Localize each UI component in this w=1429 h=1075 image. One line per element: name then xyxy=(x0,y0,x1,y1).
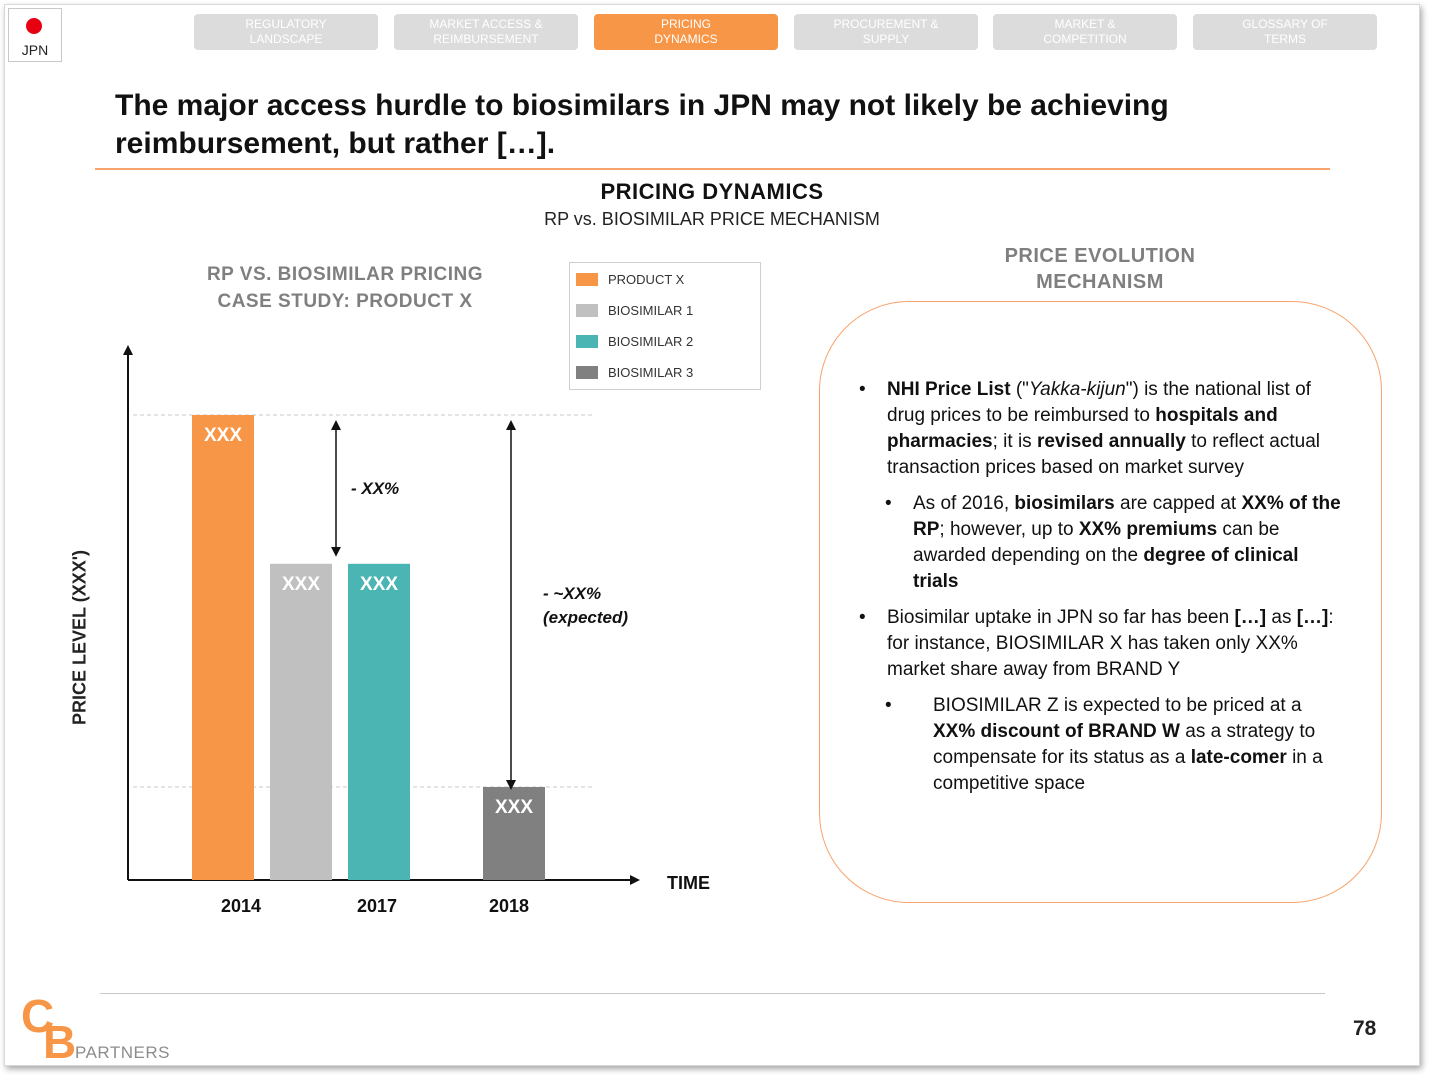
text-run: ; it is xyxy=(992,431,1037,452)
tab-procurement-supply[interactable]: PROCUREMENT & SUPPLY xyxy=(794,14,978,50)
chart-legend: PRODUCT X BIOSIMILAR 1 BIOSIMILAR 2 BIOS… xyxy=(569,262,761,390)
tab-regulatory-landscape[interactable]: REGULATORY LANDSCAPE xyxy=(194,14,378,50)
x-axis-label: TIME xyxy=(667,873,710,893)
text-run: NHI Price List xyxy=(887,379,1011,400)
section-title: PRICING DYNAMICS xyxy=(600,179,824,204)
annotation-2018-line2: (expected) xyxy=(543,608,628,627)
legend-label: PRODUCT X xyxy=(608,271,685,287)
tab-glossary-of-terms[interactable]: GLOSSARY OF TERMS xyxy=(1193,14,1377,50)
text-run: ; however, up to xyxy=(939,519,1079,540)
footer-divider xyxy=(100,993,1325,994)
headline: The major access hurdle to biosimilars i… xyxy=(115,89,1169,160)
text-run: XX% of the RP xyxy=(913,493,1341,540)
text-run: XX% premiums xyxy=(1078,519,1218,540)
text-run: ") is the national list of drug prices t… xyxy=(887,379,1311,426)
japan-flag-icon xyxy=(26,18,42,34)
bullet-biosimilar-cap: As of 2016, biosimilars are capped at XX… xyxy=(857,491,1347,595)
price-evolution-title: PRICE EVOLUTION MECHANISM xyxy=(945,243,1255,295)
bullet-nhi-price-list: NHI Price List ("Yakka-kijun") is the na… xyxy=(857,377,1347,481)
bullet-biosimilar-uptake: Biosimilar uptake in JPN so far has been… xyxy=(857,605,1347,683)
country-flag: JPN xyxy=(8,8,62,62)
x-tick-label: 2018 xyxy=(489,896,529,916)
bar-label-biosimilar-3: XXX xyxy=(495,797,533,818)
text-run: (" xyxy=(1010,379,1029,400)
price-evolution-title-line1: PRICE EVOLUTION xyxy=(1004,245,1196,267)
page-number: 78 xyxy=(1353,1017,1377,1040)
legend-item-biosimilar-1: BIOSIMILAR 1 xyxy=(576,300,693,320)
tab-market-access-reimbursement[interactable]: MARKET ACCESS & REIMBURSEMENT xyxy=(394,14,578,50)
x-tick-label: 2017 xyxy=(357,896,397,916)
text-run: hospitals and pharmacies xyxy=(887,405,1278,452)
case-study-title-line2: CASE STUDY: PRODUCT X xyxy=(217,291,473,312)
legend-label: BIOSIMILAR 3 xyxy=(608,364,694,380)
legend-label: BIOSIMILAR 1 xyxy=(608,302,694,318)
logo-letter-b: B xyxy=(43,1016,77,1068)
annotation-2018-line1: - ~XX% xyxy=(543,584,601,603)
bar-label-biosimilar-1: XXX xyxy=(282,574,320,595)
legend-swatch xyxy=(576,334,598,348)
price-evolution-text: NHI Price List ("Yakka-kijun") is the na… xyxy=(857,377,1347,807)
bullet-biosimilar-z: BIOSIMILAR Z is expected to be priced at… xyxy=(857,693,1347,797)
bar-biosimilar-2 xyxy=(348,563,410,880)
bar-biosimilar-1 xyxy=(270,563,332,880)
text-run: in a competitive space xyxy=(933,747,1323,794)
bar-label-biosimilar-2: XXX xyxy=(360,574,398,595)
text-run: Biosimilar uptake in JPN so far has been xyxy=(887,607,1235,628)
legend-swatch xyxy=(576,365,598,379)
text-run: biosimilars xyxy=(1014,493,1115,514)
logo-text: PARTNERS xyxy=(75,1043,171,1062)
text-run: as xyxy=(1266,607,1297,628)
country-code: JPN xyxy=(21,42,49,58)
legend-item-product-x: PRODUCT X xyxy=(576,269,684,289)
text-run: […] xyxy=(1296,607,1329,628)
legend-swatch xyxy=(576,303,598,317)
text-run: late-comer xyxy=(1190,747,1287,768)
text-run: : for instance, BIOSIMILAR X has taken o… xyxy=(887,607,1334,680)
bar-product-x xyxy=(192,415,254,880)
tab-pricing-dynamics[interactable]: PRICING DYNAMICS xyxy=(594,14,778,50)
slide: JPN REGULATORY LANDSCAPE MARKET ACCESS &… xyxy=(4,4,1420,1068)
legend-label: BIOSIMILAR 2 xyxy=(608,333,694,349)
text-run: degree of clinical trials xyxy=(913,545,1299,592)
price-evolution-title-line2: MECHANISM xyxy=(1036,271,1164,293)
annotation-2017: - XX% xyxy=(351,479,399,498)
legend-item-biosimilar-2: BIOSIMILAR 2 xyxy=(576,331,693,351)
case-study-title: RP VS. BIOSIMILAR PRICING CASE STUDY: PR… xyxy=(155,261,535,315)
bar-chart: XXX XXX XXX XXX 2014 2017 2018 - XX% - ~XX% (expe… xyxy=(123,345,640,916)
text-run: can be awarded depending on the xyxy=(913,519,1280,566)
bar-label-product-x: XXX xyxy=(204,425,242,446)
price-evolution-box xyxy=(819,301,1382,903)
headline-divider xyxy=(95,168,1330,170)
text-run: to reflect actual transaction prices bas… xyxy=(887,431,1320,478)
legend-item-biosimilar-3: BIOSIMILAR 3 xyxy=(576,362,693,382)
logo-letter-c: C xyxy=(21,990,55,1042)
text-run: BIOSIMILAR Z is expected to be priced at… xyxy=(933,695,1302,716)
text-run: XX% discount of BRAND W xyxy=(933,721,1180,742)
legend-swatch xyxy=(576,272,598,286)
tab-market-competition[interactable]: MARKET & COMPETITION xyxy=(993,14,1177,50)
text-run: as a strategy to compensate for its stat… xyxy=(933,721,1316,768)
text-run: are capped at xyxy=(1114,493,1242,514)
case-study-title-line1: RP VS. BIOSIMILAR PRICING xyxy=(206,264,484,285)
text-run: As of 2016, xyxy=(913,493,1015,514)
section-subtitle: RP vs. BIOSIMILAR PRICE MECHANISM xyxy=(544,209,880,229)
text-run: revised annually xyxy=(1036,431,1186,452)
text-run: Yakka-kijun xyxy=(1028,379,1126,400)
bar-biosimilar-3 xyxy=(483,787,545,880)
chart-layer: XXX XXX XXX XXX 2014 2017 2018 - XX% - ~XX% (expe… xyxy=(123,345,640,916)
text-run: […] xyxy=(1234,607,1267,628)
x-tick-label: 2014 xyxy=(221,896,261,916)
